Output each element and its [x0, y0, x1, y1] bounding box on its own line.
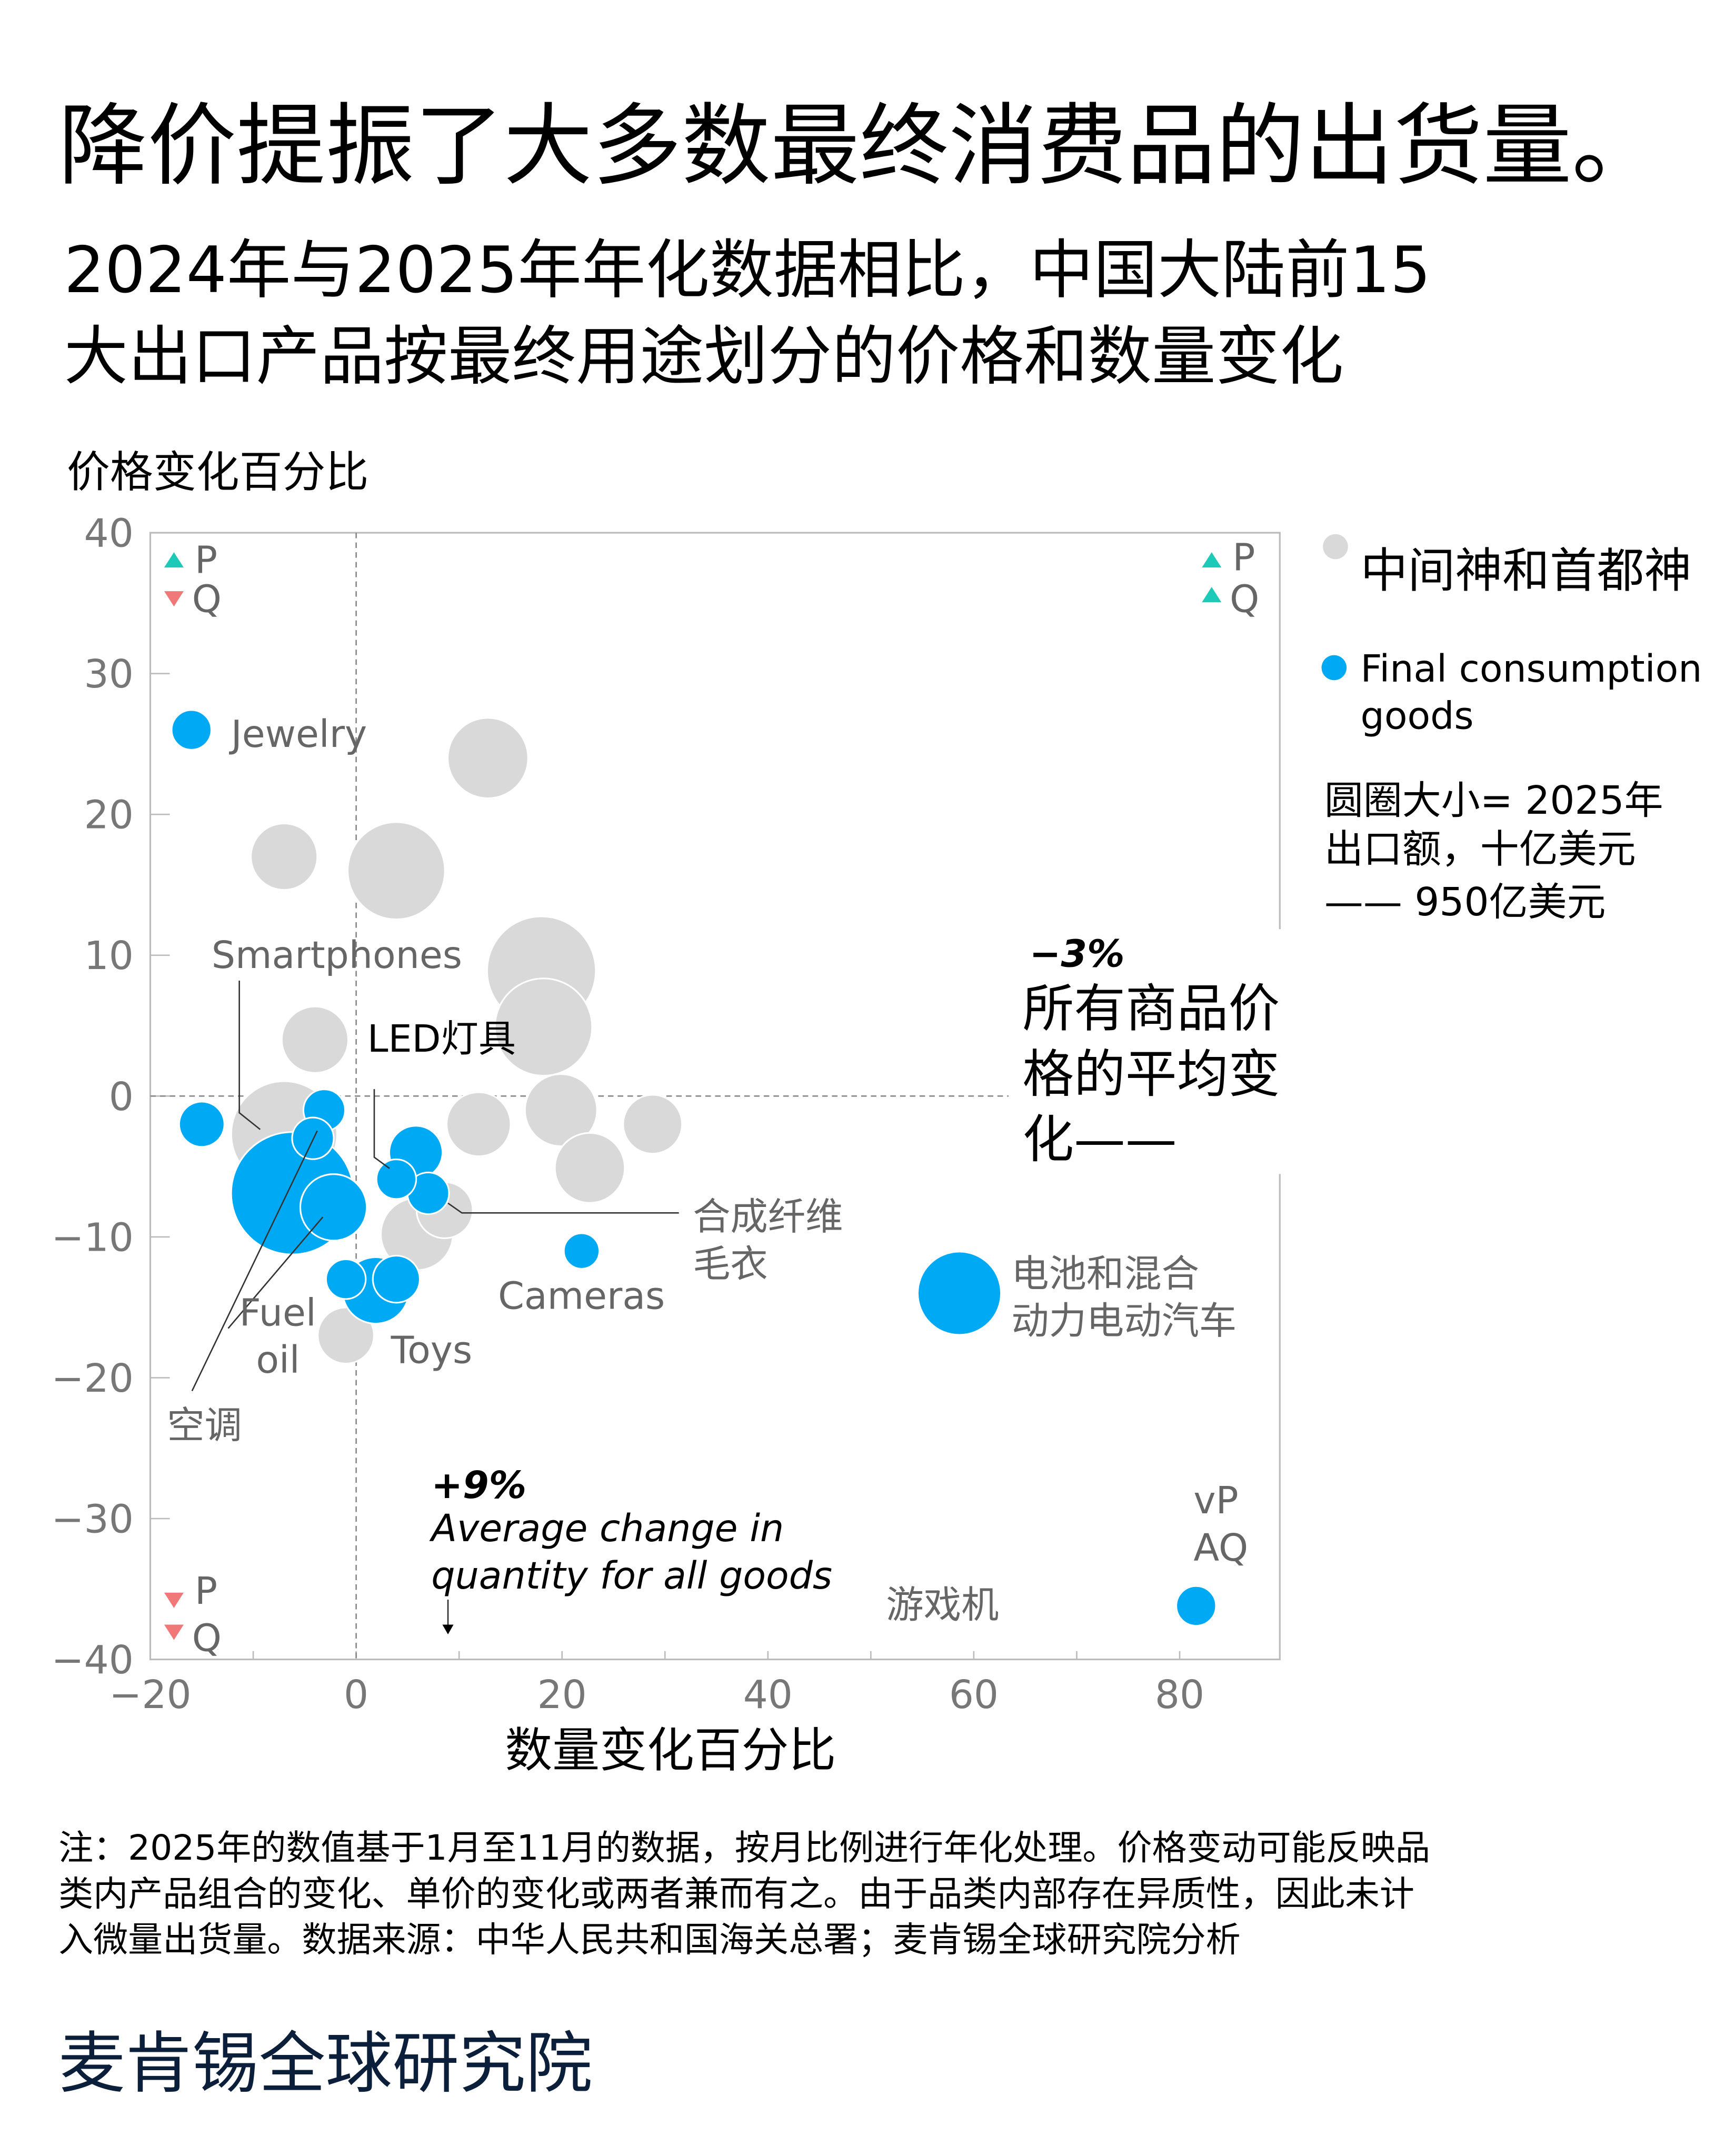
y-tick-label: 20	[84, 793, 134, 838]
y-tick-label: 0	[109, 1074, 134, 1120]
final-goods-bubble	[563, 1232, 601, 1270]
legend-size-1: 圆圈大小= 2025年	[1324, 778, 1663, 823]
quadrant-key-bottom-right: vP AQ	[1193, 1479, 1248, 1570]
final-goods-bubble	[299, 1173, 368, 1242]
leader-led	[373, 1089, 390, 1169]
y-tick-label: 40	[84, 511, 134, 556]
label-smartphones: Smartphones	[212, 933, 462, 977]
final-goods-bubble	[916, 1251, 1002, 1336]
x-tick-label: 20	[537, 1672, 587, 1718]
intermediate-goods-bubble	[494, 977, 593, 1077]
label-ev-1: 电池和混合	[1011, 1252, 1199, 1295]
triangle-up-icon	[1202, 587, 1222, 603]
label-fiber-1: 合成纤维	[693, 1195, 843, 1239]
chart-title: 降价提振了大多数最终消费品的出货量。	[58, 94, 1661, 198]
leader-smartphones	[238, 981, 261, 1130]
quadrant-key-top-left: P Q	[164, 538, 222, 621]
label-fiber-2: 毛衣	[693, 1242, 768, 1286]
x-tick-label: 40	[743, 1672, 793, 1718]
legend-final-1: Final consumption	[1361, 647, 1702, 691]
label-cameras: Cameras	[498, 1274, 665, 1318]
final-goods-bubble	[325, 1258, 367, 1300]
y-tick-label: −20	[52, 1356, 134, 1401]
triangle-down-icon	[164, 591, 184, 607]
y-tick-label: −40	[52, 1638, 134, 1683]
x-tick-label: −20	[109, 1672, 191, 1718]
leader-fuel	[227, 1216, 324, 1329]
note-line-2: 类内产品组合的变化、单价的变化或两者兼而有之。由于品类内部存在异质性，因此未计	[58, 1873, 1414, 1914]
avg-price-text-1: 所有商品价	[1022, 979, 1280, 1039]
leader-ac	[191, 1130, 318, 1392]
label-ac: 空调	[167, 1403, 242, 1447]
label-led: LED灯具	[367, 1017, 516, 1061]
final-goods-bubble	[372, 1254, 421, 1304]
brand-logo-text: 麦肯锡全球研究院	[58, 2024, 593, 2102]
quadrant-q: Q	[192, 1616, 222, 1660]
avg-price-value: −3%	[1030, 932, 1125, 976]
label-jewelry: Jewelry	[229, 712, 367, 756]
intermediate-goods-bubble	[554, 1132, 626, 1204]
intermediate-goods-bubble	[622, 1094, 683, 1155]
chart-subtitle-line2: 大出口产品按最终用途划分的价格和数量变化	[64, 319, 1344, 394]
note-line-1: 注：2025年的数值基于1月至11月的数据，按月比例进行年化处理。价格变动可能反…	[58, 1828, 1430, 1868]
intermediate-goods-bubble	[317, 1306, 375, 1365]
x-axis-label: 数量变化百分比	[505, 1723, 836, 1778]
triangle-down-icon	[164, 1624, 184, 1640]
legend-size-3: —— 950亿美元	[1324, 880, 1606, 925]
intermediate-goods-bubble	[445, 1091, 512, 1157]
quadrant-p: vP	[1193, 1479, 1238, 1522]
label-toys: Toys	[391, 1329, 472, 1372]
x-tick-label: 80	[1155, 1672, 1204, 1718]
legend-final-2: goods	[1361, 694, 1474, 738]
y-tick-label: −10	[52, 1215, 134, 1260]
quadrant-q: AQ	[1193, 1526, 1248, 1570]
legend-size-2: 出口额，十亿美元	[1324, 826, 1636, 872]
leader-lines	[191, 981, 679, 1625]
x-tick-label: 60	[949, 1672, 999, 1718]
quadrant-p: P	[195, 1569, 217, 1613]
y-tick-label: 30	[84, 652, 134, 697]
note-line-3: 入微量出货量。数据来源：中华人民共和国海关总署；麦肯锡全球研究院分析	[58, 1920, 1241, 1960]
label-fuel-2: oil	[256, 1338, 300, 1382]
intermediate-goods-bubble	[524, 1073, 598, 1147]
quadrant-p: P	[1232, 535, 1255, 579]
triangle-up-icon	[164, 552, 184, 568]
leader-fiber	[447, 1202, 679, 1214]
avg-qty-value: +9%	[431, 1463, 526, 1507]
y-tick-label: 10	[84, 933, 134, 979]
final-goods-bubble	[375, 1158, 417, 1200]
y-tick-label: −30	[52, 1496, 134, 1542]
quadrant-q: Q	[192, 577, 222, 621]
final-goods-bubble	[178, 1101, 225, 1148]
arrow-down-icon	[442, 1624, 454, 1635]
final-goods-bubble	[1175, 1585, 1217, 1627]
quadrant-q: Q	[1230, 577, 1259, 621]
y-axis-label: 价格变化百分比	[67, 447, 368, 497]
avg-price-text-3: 化——	[1022, 1110, 1176, 1170]
legend-intermediate: 中间神和首都神	[1361, 544, 1692, 598]
intermediate-goods-bubble	[250, 822, 318, 891]
quadrant-p: P	[195, 538, 217, 582]
legend-swatch-intermediate	[1323, 534, 1348, 560]
label-ev-2: 动力电动汽车	[1011, 1299, 1237, 1343]
legend-swatch-final	[1321, 655, 1347, 681]
quadrant-key-top-right: P Q	[1202, 535, 1259, 621]
intermediate-goods-bubble	[446, 717, 529, 800]
intermediate-goods-bubble	[281, 1005, 350, 1074]
quadrant-key-bottom-left: P Q	[164, 1569, 222, 1660]
label-console: 游戏机	[886, 1583, 999, 1626]
intermediate-goods-bubble	[346, 821, 446, 921]
triangle-down-icon	[164, 1592, 184, 1608]
final-goods-bubble	[171, 709, 213, 751]
legend: 中间神和首都神 Final consumption goods 圆圈大小= 20…	[1321, 534, 1702, 925]
avg-qty-text-1: Average change in	[429, 1506, 784, 1550]
x-tick-label: 0	[344, 1672, 368, 1718]
label-fuel-1: Fuel	[240, 1291, 316, 1334]
avg-qty-text-2: quantity for all goods	[431, 1554, 832, 1598]
chart-subtitle-line1: 2024年与2025年年化数据相比，中国大陆前15	[64, 233, 1431, 307]
annotation-mask	[1008, 929, 1287, 1174]
avg-price-text-2: 格的平均变	[1022, 1044, 1280, 1104]
triangle-up-icon	[1202, 552, 1222, 568]
